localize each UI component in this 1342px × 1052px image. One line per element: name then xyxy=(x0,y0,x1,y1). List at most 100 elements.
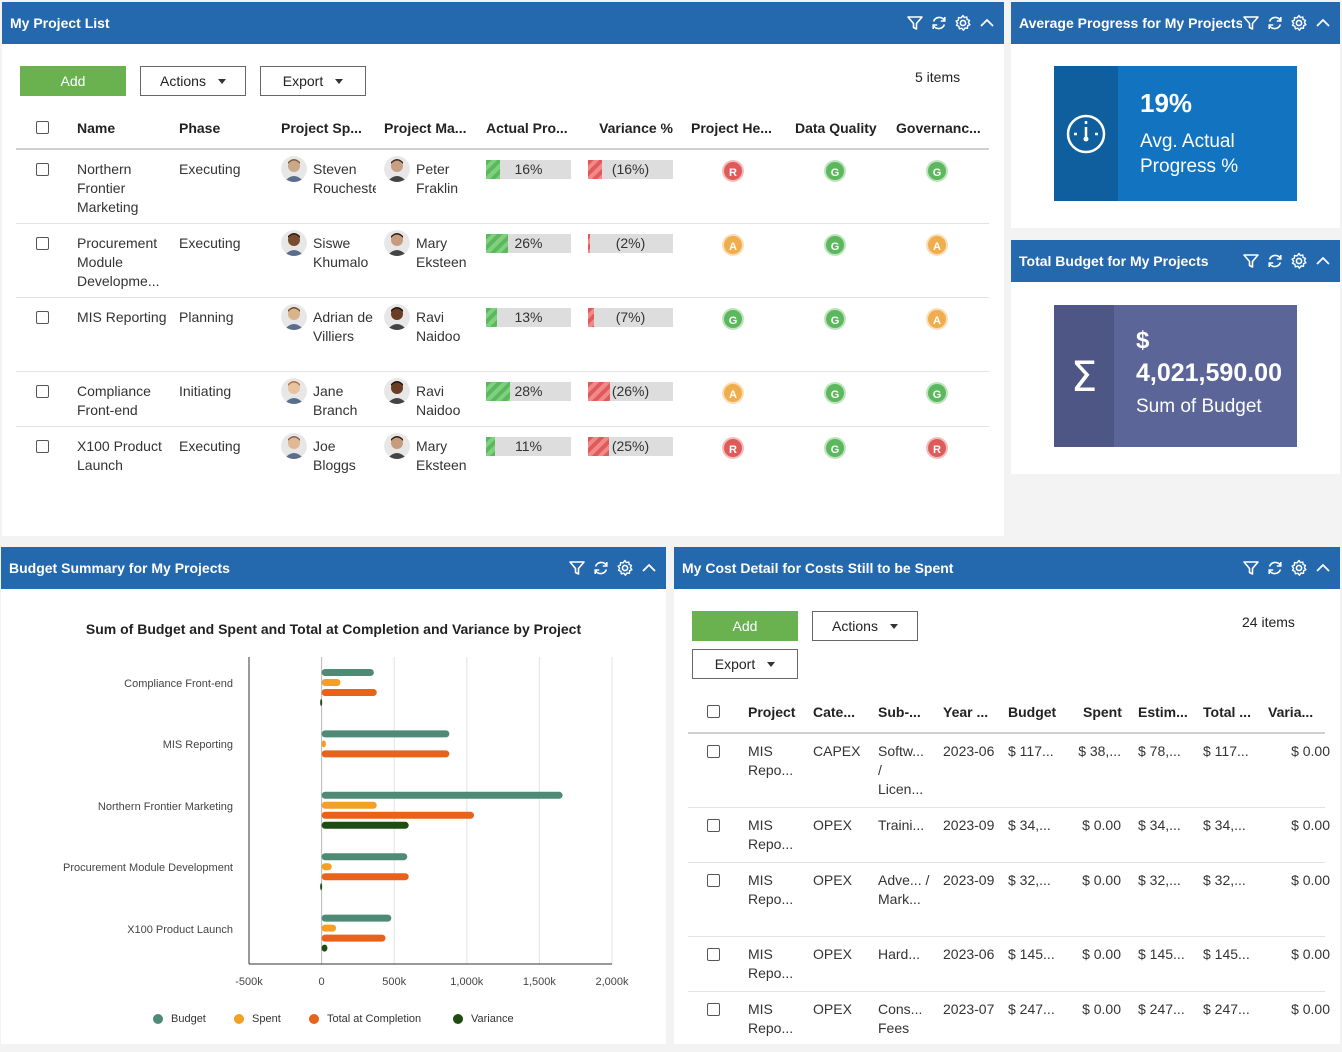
column-header[interactable]: Sub-... xyxy=(878,704,921,720)
add-project-button[interactable]: Add xyxy=(20,66,126,96)
export-dropdown[interactable]: Export xyxy=(260,66,366,96)
collapse-icon[interactable] xyxy=(1314,559,1332,577)
row-checkbox[interactable] xyxy=(36,311,49,324)
select-all-checkbox[interactable] xyxy=(36,121,49,134)
collapse-icon[interactable] xyxy=(978,14,996,32)
bar-budget[interactable] xyxy=(321,791,563,799)
legend-item[interactable]: Spent xyxy=(234,1013,281,1025)
legend-item[interactable]: Variance xyxy=(453,1013,514,1025)
actions-dropdown[interactable]: Actions xyxy=(812,611,918,641)
cost-spent: $ 0.00 xyxy=(1082,872,1121,888)
gear-icon[interactable] xyxy=(1290,559,1308,577)
refresh-icon[interactable] xyxy=(1266,14,1284,32)
column-header[interactable]: Variance % xyxy=(599,120,673,136)
row-checkbox[interactable] xyxy=(707,948,720,961)
legend-item[interactable]: Budget xyxy=(153,1013,206,1025)
table-row[interactable]: Compliance Front-end Initiating Jane Branc… xyxy=(2,372,1002,427)
column-header[interactable]: Project Ma... xyxy=(384,120,467,136)
column-header[interactable]: Actual Pro... xyxy=(486,120,568,136)
column-header[interactable]: Year ... xyxy=(943,704,989,720)
column-header[interactable]: Project He... xyxy=(691,120,772,136)
add-cost-button[interactable]: Add xyxy=(692,611,798,641)
bar-total-at-completion[interactable] xyxy=(321,873,409,881)
bar-total-at-completion[interactable] xyxy=(321,811,475,819)
bar-total-at-completion[interactable] xyxy=(321,689,377,696)
bar-spent[interactable] xyxy=(321,801,377,809)
table-row[interactable]: Procurement Module Developme... Executing… xyxy=(2,224,1002,298)
filter-icon[interactable] xyxy=(906,14,924,32)
table-row[interactable]: Northern Frontier Marketing Executing Stev… xyxy=(2,150,1002,224)
column-header[interactable]: Budget xyxy=(1008,704,1057,720)
gear-icon[interactable] xyxy=(1290,252,1308,270)
row-checkbox[interactable] xyxy=(707,745,720,758)
row-checkbox[interactable] xyxy=(36,440,49,453)
bar-spent[interactable] xyxy=(321,924,337,932)
column-header[interactable]: Project xyxy=(748,704,796,720)
bar-budget[interactable] xyxy=(321,730,450,738)
column-header[interactable]: Governanc... xyxy=(896,120,981,136)
row-checkbox[interactable] xyxy=(707,1003,720,1016)
variance-fill xyxy=(588,437,609,456)
table-row[interactable]: X100 Product Launch Executing Joe Bloggs Ma… xyxy=(2,427,1002,507)
actions-dropdown[interactable]: Actions xyxy=(140,66,246,96)
gear-icon[interactable] xyxy=(954,14,972,32)
bar-total-at-completion[interactable] xyxy=(321,750,450,758)
bar-spent[interactable] xyxy=(321,679,341,686)
row-checkbox[interactable] xyxy=(36,163,49,176)
column-header[interactable]: Phase xyxy=(179,120,221,136)
gear-icon[interactable] xyxy=(1290,14,1308,32)
bar-variance[interactable] xyxy=(320,699,323,706)
category-label: X100 Product Launch xyxy=(127,923,233,936)
table-row[interactable]: MIS Repo... OPEX Traini... 2023-09 $ 34,... $… xyxy=(674,808,1340,863)
bar-spent[interactable] xyxy=(321,863,332,871)
avatar xyxy=(384,156,410,182)
filter-icon[interactable] xyxy=(1242,252,1260,270)
export-dropdown[interactable]: Export xyxy=(692,649,798,679)
refresh-icon[interactable] xyxy=(930,14,948,32)
bar-variance[interactable] xyxy=(320,883,323,891)
legend-item[interactable]: Total at Completion xyxy=(309,1013,421,1025)
project-name[interactable]: Northern Frontier Marketing xyxy=(77,161,139,215)
project-name[interactable]: Procurement Module Developme... xyxy=(77,235,160,289)
bar-budget[interactable] xyxy=(321,669,374,676)
row-checkbox[interactable] xyxy=(707,874,720,887)
progress-bar: 13% xyxy=(486,308,571,327)
project-name[interactable]: MIS Reporting xyxy=(77,309,167,325)
column-header[interactable]: Total ... xyxy=(1203,704,1251,720)
bar-budget[interactable] xyxy=(321,853,408,861)
filter-icon[interactable] xyxy=(1242,559,1260,577)
column-header[interactable]: Data Quality xyxy=(795,120,877,136)
select-all-checkbox[interactable] xyxy=(707,705,720,718)
refresh-icon[interactable] xyxy=(1266,252,1284,270)
column-header[interactable]: Estim... xyxy=(1138,704,1188,720)
variance-fill xyxy=(588,382,610,401)
column-header[interactable]: Project Sp... xyxy=(281,120,362,136)
refresh-icon[interactable] xyxy=(1266,559,1284,577)
row-checkbox[interactable] xyxy=(707,819,720,832)
filter-icon[interactable] xyxy=(1242,14,1260,32)
row-checkbox[interactable] xyxy=(36,237,49,250)
bar-total-at-completion[interactable] xyxy=(321,934,386,942)
column-header[interactable]: Cate... xyxy=(813,704,856,720)
progress-fill xyxy=(486,308,497,327)
table-row[interactable]: MIS Repo... OPEX Hard... 2023-06 $ 145... $ 0… xyxy=(674,937,1340,992)
project-name[interactable]: Compliance Front-end xyxy=(77,383,151,418)
cost-variance: $ 0.00 xyxy=(1291,817,1330,833)
table-row[interactable]: MIS Repo... OPEX Adve... / Mark... 2023-09 $… xyxy=(674,863,1340,937)
column-header[interactable]: Spent xyxy=(1083,704,1122,720)
table-row[interactable]: MIS Repo... CAPEX Softw... / Licen... 2023-… xyxy=(674,734,1340,808)
row-checkbox[interactable] xyxy=(36,385,49,398)
table-row[interactable]: MIS Repo... OPEX Cons... Fees 2023-07 $ 247.… xyxy=(674,992,1340,1052)
project-name[interactable]: X100 Product Launch xyxy=(77,438,162,473)
bar-budget[interactable] xyxy=(321,914,392,922)
collapse-icon[interactable] xyxy=(1314,252,1332,270)
bar-variance[interactable] xyxy=(321,944,328,952)
column-header[interactable]: Varia... xyxy=(1268,704,1314,720)
table-row[interactable]: MIS Reporting Planning Adrian de Villiers R… xyxy=(2,298,1002,372)
project-phase: Planning xyxy=(179,309,234,325)
bar-variance[interactable] xyxy=(321,821,409,829)
bar-spent[interactable] xyxy=(321,740,326,748)
cost-project: MIS Repo... xyxy=(748,872,794,907)
column-header[interactable]: Name xyxy=(77,120,116,136)
collapse-icon[interactable] xyxy=(1314,14,1332,32)
